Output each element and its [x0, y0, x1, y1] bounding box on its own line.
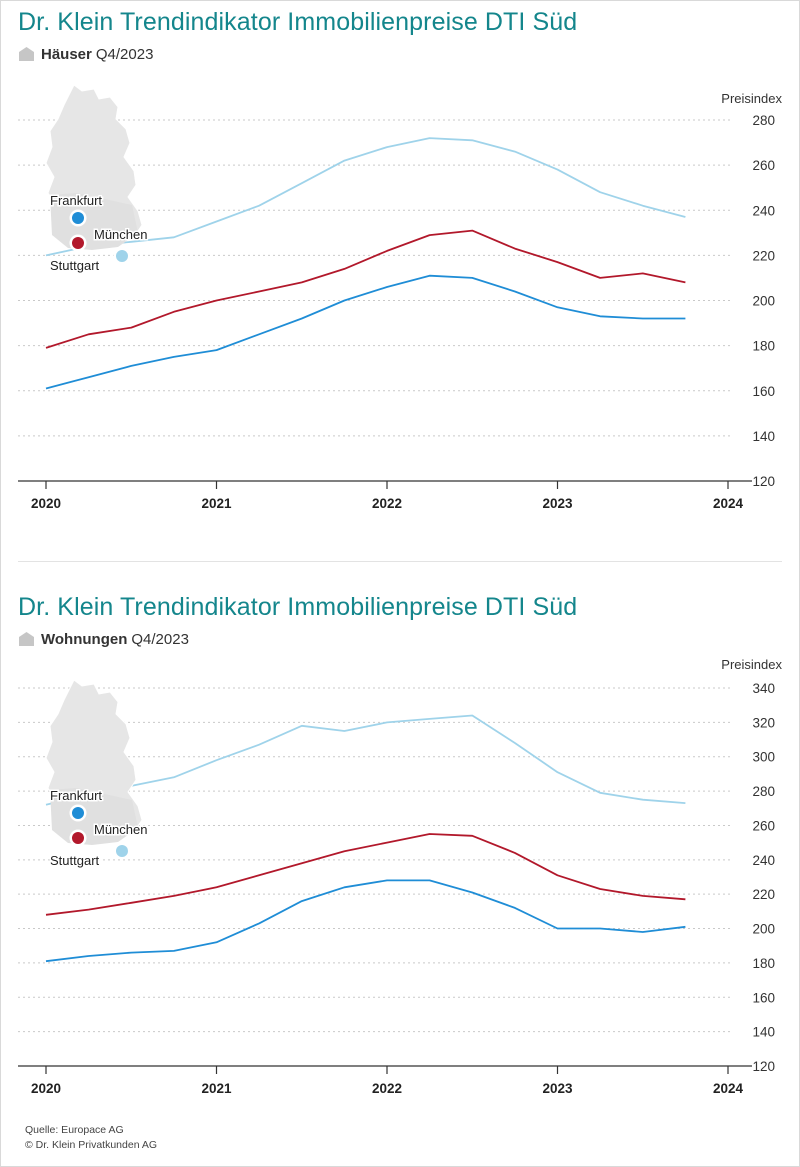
x-tick-label: 2023	[542, 496, 573, 511]
y-tick-label: 240	[752, 853, 775, 868]
chart-subtitle: Wohnungen Q4/2023	[18, 631, 189, 648]
legend-label-frankfurt: Frankfurt	[50, 788, 102, 803]
map-legend: FrankfurtFrankfurtStuttgartStuttgartMünc…	[45, 679, 149, 870]
y-tick-label: 140	[752, 1025, 775, 1040]
x-tick-label: 2023	[542, 1081, 573, 1096]
y-tick-label: 260	[752, 158, 775, 173]
y-tick-label: 320	[752, 715, 775, 730]
series-line-stuttgart	[45, 229, 686, 349]
x-tick-label: 2022	[372, 1081, 402, 1096]
subtitle-period: Q4/2023	[131, 631, 189, 648]
y-tick-label: 340	[752, 681, 775, 696]
x-tick-label: 2020	[31, 1081, 61, 1096]
legend-label-muenchen: München	[94, 822, 147, 837]
footer: Quelle: Europace AG © Dr. Klein Privatku…	[25, 1123, 157, 1153]
x-tick-label: 2021	[201, 496, 232, 511]
legend-label-halo-stuttgart: Stuttgart	[50, 853, 100, 868]
y-tick-label: 160	[752, 384, 775, 399]
south-region-shape	[50, 788, 138, 845]
line-chart-haeuser: 120 140 160 180 200 220 240 260 280 Preisindex 202…	[18, 84, 782, 511]
y-tick-label: 180	[752, 339, 775, 354]
series-line-muenchen	[45, 137, 686, 257]
legend-label-stuttgart: Stuttgart	[50, 258, 100, 273]
subtitle-property-type: Wohnungen	[41, 631, 128, 648]
subtitle-property-type: Häuser	[41, 46, 92, 63]
y-tick-label: 180	[752, 956, 775, 971]
y-tick-label: 200	[752, 922, 775, 937]
chart-panel-wohnungen: Dr. Klein Trendindikator Immobilienpreis…	[0, 585, 800, 1125]
legend-label-muenchen: München	[94, 227, 147, 242]
y-tick-label: 280	[752, 784, 775, 799]
source-note: Quelle: Europace AG	[25, 1124, 124, 1136]
house-icon	[19, 47, 34, 61]
map-legend: FrankfurtFrankfurtStuttgartStuttgartMünc…	[45, 84, 149, 275]
x-tick-label: 2022	[372, 496, 402, 511]
legend-label-frankfurt: Frankfurt	[50, 193, 102, 208]
series-line-frankfurt	[45, 274, 686, 390]
x-tick-label: 2021	[201, 1081, 232, 1096]
apartment-icon	[19, 632, 34, 646]
legend-label-halo-muenchen: München	[94, 822, 147, 837]
y-tick-label: 260	[752, 818, 775, 833]
y-tick-label: 280	[752, 113, 775, 128]
legend-dot-stuttgart	[72, 237, 84, 249]
legend-label-halo-frankfurt: Frankfurt	[50, 788, 102, 803]
legend-dot-muenchen	[116, 250, 128, 262]
subtitle-period: Q4/2023	[95, 46, 154, 63]
line-chart-wohnungen: 120 140 160 180 200 220 240 260 280 300 320 340 Prei…	[18, 657, 782, 1096]
chart-subtitle: Häuser Q4/2023	[18, 46, 153, 63]
y-axis-label: Preisindex	[721, 91, 782, 106]
y-tick-label: 200	[752, 294, 775, 309]
y-tick-label: 140	[752, 429, 775, 444]
y-axis-label: Preisindex	[721, 657, 782, 672]
x-tick-label: 2020	[31, 496, 61, 511]
series-line-stuttgart	[45, 833, 686, 916]
chart-title: Dr. Klein Trendindikator Immobilienpreis…	[18, 593, 578, 621]
legend-dot-frankfurt	[72, 807, 84, 819]
copyright-note: © Dr. Klein Privatkunden AG	[25, 1139, 158, 1151]
legend-label-halo-frankfurt: Frankfurt	[50, 193, 102, 208]
y-tick-label: 300	[752, 750, 775, 765]
legend-dot-stuttgart	[72, 832, 84, 844]
y-tick-label: 120	[752, 1059, 775, 1074]
legend-label-halo-muenchen: München	[94, 227, 147, 242]
y-tick-label: 220	[752, 248, 775, 263]
series-line-muenchen	[45, 714, 686, 806]
chart-panel-haeuser: Dr. Klein Trendindikator Immobilienpreis…	[0, 0, 800, 560]
y-tick-label: 240	[752, 203, 775, 218]
chart-title: Dr. Klein Trendindikator Immobilienpreis…	[18, 8, 578, 36]
legend-dot-frankfurt	[72, 212, 84, 224]
legend-label-stuttgart: Stuttgart	[50, 853, 100, 868]
section-divider	[18, 561, 782, 562]
south-region-shape	[50, 193, 138, 250]
legend-label-halo-stuttgart: Stuttgart	[50, 258, 100, 273]
x-tick-label: 2024	[713, 1081, 744, 1096]
series-line-frankfurt	[45, 879, 686, 963]
y-tick-label: 120	[752, 474, 775, 489]
legend-dot-muenchen	[116, 845, 128, 857]
y-tick-label: 220	[752, 887, 775, 902]
y-tick-label: 160	[752, 990, 775, 1005]
x-tick-label: 2024	[713, 496, 744, 511]
